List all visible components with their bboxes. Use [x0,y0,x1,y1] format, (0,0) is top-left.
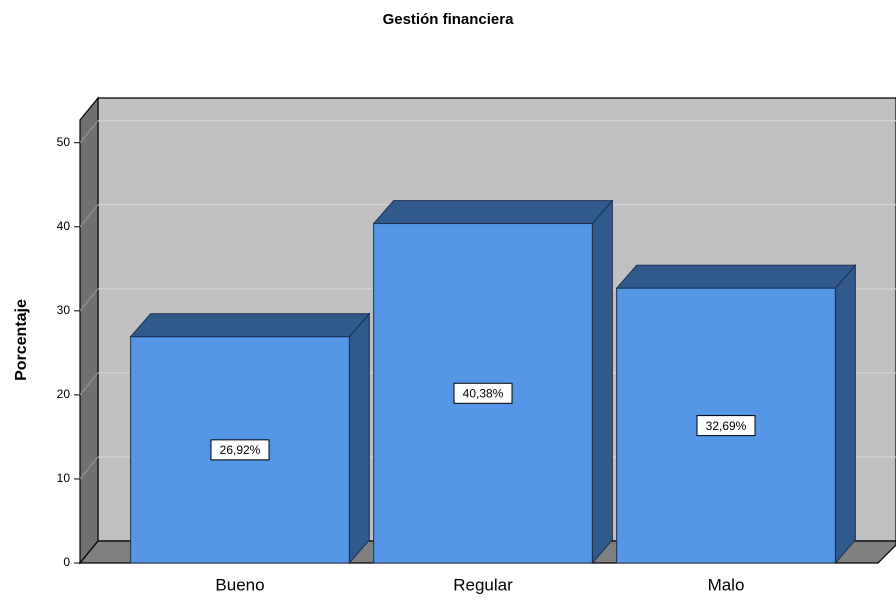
grid-line [79,372,99,396]
bar-side [348,312,370,565]
x-tick-label: Bueno [215,575,264,594]
bar-side [591,199,613,565]
bar-top [372,200,614,225]
bar-top [129,313,371,338]
value-label-box [453,382,513,404]
y-tick-label: 30 [57,303,71,317]
x-tick-label: Malo [708,575,745,594]
y-tick-label: 40 [57,219,71,233]
grid-line [79,204,99,228]
value-label: 26,92% [220,443,261,457]
y-tick-label: 10 [57,471,71,485]
y-tick-label: 20 [57,387,71,401]
bars: Bueno 26,92% Regular 40,38% Malo 32,69% [129,199,857,594]
bar-side [834,263,856,565]
bar-top [615,264,857,289]
y-axis-label: Porcentaje [13,299,30,381]
grid-line [79,120,99,144]
value-label: 32,69% [706,419,747,433]
grid-line [79,288,99,312]
grid-line [79,456,99,480]
left-wall [79,96,99,565]
y-tick-label: 0 [63,555,70,569]
x-tick-label: Regular [453,575,513,594]
y-tick-label: 50 [57,135,71,149]
value-label: 40,38% [463,386,504,400]
value-label-box [696,415,756,437]
value-label-box [210,439,270,461]
chart-title: Gestión financiera [383,11,515,28]
